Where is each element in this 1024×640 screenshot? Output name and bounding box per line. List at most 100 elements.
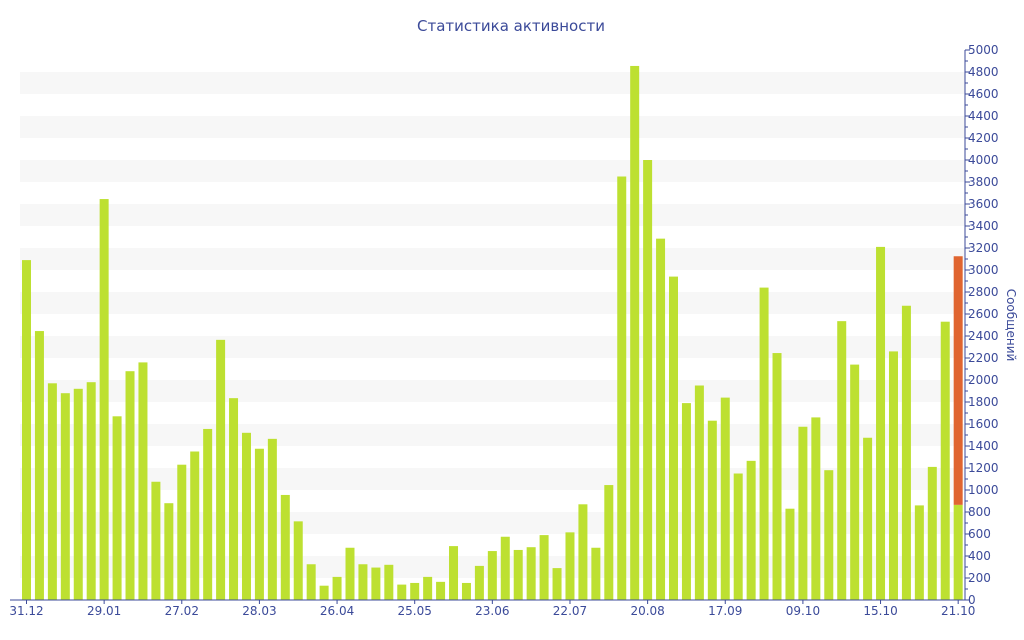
x-tick-label: 20.08 xyxy=(630,604,664,618)
bar xyxy=(358,564,368,600)
y-tick-label: 2000 xyxy=(968,373,999,387)
bar xyxy=(681,403,691,600)
bar xyxy=(474,565,484,600)
bar xyxy=(280,494,290,600)
bar xyxy=(552,568,562,600)
bar xyxy=(241,432,251,600)
bar xyxy=(863,437,873,600)
grid-band xyxy=(20,204,965,226)
x-tick-label: 26.04 xyxy=(320,604,354,618)
bar xyxy=(914,505,924,600)
bar xyxy=(772,353,782,600)
bar xyxy=(604,485,614,600)
bar xyxy=(707,420,717,600)
bar xyxy=(332,576,342,600)
y-tick-label: 4600 xyxy=(968,87,999,101)
y-tick-label: 200 xyxy=(968,571,991,585)
bar xyxy=(513,549,523,600)
bar xyxy=(733,473,743,600)
bar xyxy=(60,393,70,600)
bar xyxy=(216,339,226,600)
x-tick-label: 15.10 xyxy=(863,604,897,618)
bar xyxy=(99,199,109,601)
y-tick-label: 3000 xyxy=(968,263,999,277)
bar xyxy=(371,567,381,600)
grid-band xyxy=(20,292,965,314)
y-tick-label: 3600 xyxy=(968,197,999,211)
bar xyxy=(617,176,627,600)
bar xyxy=(669,276,678,600)
bar xyxy=(22,260,31,600)
bar xyxy=(267,438,277,600)
bar xyxy=(927,466,937,600)
bar xyxy=(229,398,239,600)
bar xyxy=(539,535,549,600)
bar xyxy=(565,532,575,600)
bar xyxy=(811,417,821,600)
x-tick-label: 21.10 xyxy=(941,604,975,618)
bar xyxy=(850,364,860,600)
y-tick-label: 3400 xyxy=(968,219,999,233)
y-tick-label: 1800 xyxy=(968,395,999,409)
bar xyxy=(86,382,96,600)
bar xyxy=(47,383,57,600)
y-tick-label: 4000 xyxy=(968,153,999,167)
x-tick-label: 27.02 xyxy=(165,604,199,618)
bar xyxy=(461,582,471,600)
bar xyxy=(306,564,316,600)
bar xyxy=(759,287,769,600)
x-tick-label: 28.03 xyxy=(242,604,276,618)
y-tick-label: 1000 xyxy=(968,483,999,497)
bar xyxy=(397,584,407,600)
bar xyxy=(164,503,174,600)
x-tick-label: 23.06 xyxy=(475,604,509,618)
grid-band xyxy=(20,336,965,358)
bar xyxy=(953,504,963,600)
bar xyxy=(254,448,264,600)
bar xyxy=(73,388,83,600)
grid-band xyxy=(20,512,965,534)
y-tick-label: 4200 xyxy=(968,131,999,145)
bar xyxy=(345,547,355,600)
bar xyxy=(34,331,44,600)
bar xyxy=(824,470,834,600)
y-tick-label: 4800 xyxy=(968,65,999,79)
grid-band xyxy=(20,424,965,446)
y-tick-label: 800 xyxy=(968,505,991,519)
y-tick-label: 3800 xyxy=(968,175,999,189)
bar xyxy=(319,585,329,600)
y-tick-label: 2600 xyxy=(968,307,999,321)
y-tick-label: 3200 xyxy=(968,241,999,255)
bar xyxy=(526,547,536,600)
bar xyxy=(293,521,303,600)
bar xyxy=(410,582,420,600)
y-tick-label: 1400 xyxy=(968,439,999,453)
bar xyxy=(591,547,601,600)
bar xyxy=(785,508,795,600)
bar xyxy=(423,576,433,600)
bar xyxy=(876,246,886,600)
grid-band xyxy=(20,248,965,270)
y-tick-label: 600 xyxy=(968,527,991,541)
bar xyxy=(112,416,122,600)
y-tick-label: 1200 xyxy=(968,461,999,475)
bar-highlight xyxy=(953,256,963,505)
x-tick-label: 17.09 xyxy=(708,604,742,618)
x-tick-label: 22.07 xyxy=(553,604,587,618)
bar xyxy=(384,564,394,600)
chart-title: Статистика активности xyxy=(417,17,605,35)
bar xyxy=(436,581,446,600)
x-tick-label: 25.05 xyxy=(398,604,432,618)
y-tick-label: 2200 xyxy=(968,351,999,365)
y-tick-label: 0 xyxy=(968,593,976,607)
bar xyxy=(643,160,653,600)
x-tick-label: 29.01 xyxy=(87,604,121,618)
bar xyxy=(630,65,640,600)
y-tick-label: 1600 xyxy=(968,417,999,431)
bar xyxy=(177,464,187,600)
bar xyxy=(190,451,200,600)
bar xyxy=(940,321,950,600)
y-tick-label: 2800 xyxy=(968,285,999,299)
y-tick-label: 5000 xyxy=(968,43,999,57)
